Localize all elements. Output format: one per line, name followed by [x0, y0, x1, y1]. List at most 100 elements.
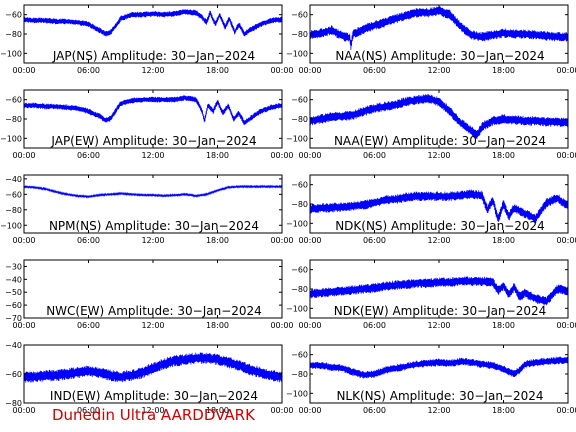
x-tick-label: 18:00	[206, 321, 229, 330]
x-tick-label: 06:00	[77, 321, 100, 330]
panel-title: JAP(NS) Amplitude: 30−Jan−2024	[52, 49, 255, 63]
y-tick-label: −100	[286, 304, 308, 313]
trace-line	[310, 93, 568, 139]
panel-title: NLK(NS) Amplitude: 30−Jan−2024	[336, 389, 543, 403]
panel-7: 00:00 06:00 12:00 18:00 00:00 −60 −80 −100 NDK(E…	[286, 259, 576, 330]
x-tick-label: 18:00	[206, 66, 229, 75]
panel-title: NWC(EW) Amplitude: 30−Jan−2024	[46, 304, 262, 318]
x-tick-label: 18:00	[492, 236, 515, 245]
panel-title: NPM(NS) Amplitude: 30−Jan−2024	[49, 219, 259, 233]
x-tick-label: 00:00	[12, 151, 35, 160]
x-tick-label: 00:00	[12, 321, 35, 330]
x-tick-label: 06:00	[363, 236, 386, 245]
y-tick-label: −60	[5, 370, 22, 379]
y-tick-label: −60	[291, 11, 308, 20]
x-tick-label: 06:00	[363, 406, 386, 415]
x-tick-label: 00:00	[270, 321, 293, 330]
x-tick-label: 00:00	[270, 236, 293, 245]
y-tick-label: −100	[0, 49, 22, 58]
x-tick-label: 00:00	[298, 66, 321, 75]
x-tick-label: 00:00	[556, 236, 576, 245]
y-tick-label: −100	[286, 49, 308, 58]
x-tick-label: 00:00	[298, 406, 321, 415]
y-tick-label: −50	[5, 288, 22, 297]
x-tick-label: 06:00	[77, 151, 100, 160]
y-tick-label: −100	[0, 134, 22, 143]
x-tick-label: 18:00	[492, 321, 515, 330]
y-tick-label: −80	[291, 115, 308, 124]
y-tick-label: −80	[291, 285, 308, 294]
panel-title: NDK(NS) Amplitude: 30−Jan−2024	[335, 219, 545, 233]
x-tick-label: 06:00	[363, 151, 386, 160]
x-tick-label: 12:00	[427, 406, 450, 415]
x-tick-label: 00:00	[556, 151, 576, 160]
panel-title: NAA(EW) Amplitude: 30−Jan−2024	[334, 134, 546, 148]
x-tick-label: 00:00	[556, 406, 576, 415]
x-tick-label: 00:00	[270, 66, 293, 75]
panel-title: NDK(EW) Amplitude: 30−Jan−2024	[334, 304, 546, 318]
x-tick-label: 12:00	[427, 236, 450, 245]
panel-1: 00:00 06:00 12:00 18:00 00:00 −60 −80 −100 NAA(N…	[286, 4, 576, 75]
y-tick-label: −80	[5, 399, 22, 408]
y-tick-label: −40	[5, 175, 22, 184]
x-tick-label: 18:00	[492, 151, 515, 160]
trace-line	[310, 6, 568, 51]
panel-5: 00:00 06:00 12:00 18:00 00:00 −60 −80 −100 NDK(N…	[286, 174, 576, 245]
x-tick-label: 18:00	[206, 151, 229, 160]
x-tick-label: 18:00	[492, 406, 515, 415]
panel-title: JAP(EW) Amplitude: 30−Jan−2024	[50, 134, 256, 148]
y-tick-label: −100	[286, 389, 308, 398]
x-tick-label: 00:00	[298, 321, 321, 330]
x-tick-label: 00:00	[298, 236, 321, 245]
x-tick-label: 12:00	[427, 151, 450, 160]
x-tick-label: 00:00	[270, 406, 293, 415]
trace-line	[24, 352, 282, 383]
x-tick-label: 00:00	[298, 151, 321, 160]
x-tick-label: 12:00	[141, 236, 164, 245]
x-tick-label: 18:00	[206, 406, 229, 415]
x-tick-label: 06:00	[363, 66, 386, 75]
panel-title: IND(EW) Amplitude: 30−Jan−2024	[50, 389, 258, 403]
y-tick-label: −80	[291, 370, 308, 379]
x-tick-label: 00:00	[12, 406, 35, 415]
x-tick-label: 12:00	[141, 406, 164, 415]
panel-title: NAA(NS) Amplitude: 30−Jan−2024	[335, 49, 544, 63]
trace-line	[24, 95, 282, 126]
y-tick-label: −70	[5, 314, 22, 323]
x-tick-label: 18:00	[206, 236, 229, 245]
y-tick-label: −100	[286, 134, 308, 143]
y-tick-label: −30	[5, 262, 22, 271]
panel-0: 00:00 06:00 12:00 18:00 00:00 −60 −80 −100 JAP(N…	[0, 4, 294, 75]
y-tick-label: −60	[5, 190, 22, 199]
trace-line	[24, 184, 282, 199]
x-tick-label: 12:00	[427, 66, 450, 75]
x-tick-label: 18:00	[492, 66, 515, 75]
y-tick-label: −60	[291, 351, 308, 360]
panel-4: 00:00 06:00 12:00 18:00 00:00 −40 −60 −80 −100 NP…	[0, 174, 294, 245]
x-tick-label: 12:00	[141, 66, 164, 75]
y-tick-label: −100	[0, 221, 22, 230]
y-tick-label: −80	[5, 115, 22, 124]
y-tick-label: −60	[291, 96, 308, 105]
x-tick-label: 06:00	[363, 321, 386, 330]
y-tick-label: −80	[5, 206, 22, 215]
y-tick-label: −40	[5, 341, 22, 350]
x-tick-label: 06:00	[77, 406, 100, 415]
x-tick-label: 12:00	[141, 321, 164, 330]
trace-line	[310, 276, 568, 306]
x-tick-label: 00:00	[12, 66, 35, 75]
x-tick-label: 00:00	[556, 321, 576, 330]
panel-3: 00:00 06:00 12:00 18:00 00:00 −60 −80 −100 NAA(E…	[286, 89, 576, 160]
y-tick-label: −60	[291, 181, 308, 190]
y-tick-label: −80	[291, 200, 308, 209]
y-tick-label: −40	[5, 275, 22, 284]
panel-6: 00:00 06:00 12:00 18:00 00:00 −30 −40 −50 −60 −70…	[5, 259, 294, 330]
trace-line	[310, 356, 568, 379]
trace-line	[24, 9, 282, 37]
y-tick-label: −60	[5, 11, 22, 20]
trace-line	[310, 189, 568, 224]
y-tick-label: −60	[291, 266, 308, 275]
x-tick-label: 00:00	[270, 151, 293, 160]
